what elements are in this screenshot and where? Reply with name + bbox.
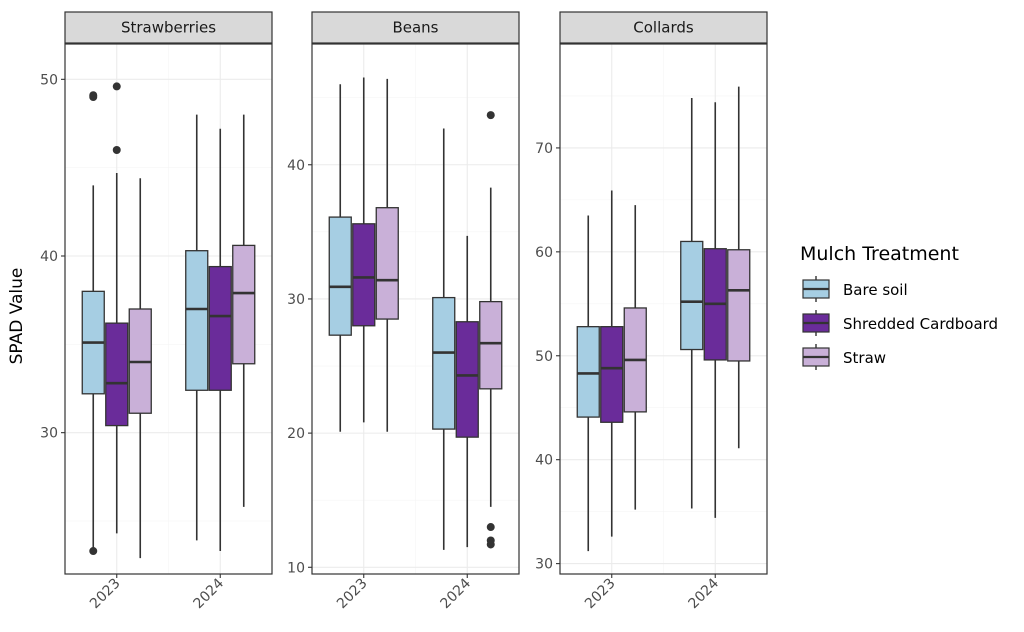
strip-background <box>311 11 520 44</box>
box-2023-shredded-cardboard <box>352 77 376 423</box>
y-tick-label: 50 <box>40 72 58 88</box>
box-iqr <box>479 300 503 390</box>
legend-item-straw: Straw <box>802 344 886 370</box>
outlier-point <box>112 146 121 154</box>
y-tick-label: 70 <box>535 141 553 157</box>
box-2023-shredded-cardboard <box>105 82 129 534</box>
legend-label: Shredded Cardboard <box>843 315 998 333</box>
box-2023-bare-soil <box>81 91 105 556</box>
box-2024-shredded-cardboard <box>208 128 232 552</box>
box-iqr <box>375 207 399 320</box>
box-iqr <box>185 250 209 391</box>
panel-strawberries: Strawberries 30 40 50 2023 2024 <box>40 11 273 613</box>
box-2024-shredded-cardboard <box>455 235 479 548</box>
x-tick-label-2023: 2023 <box>87 576 124 613</box>
box-iqr <box>680 240 704 351</box>
x-tick-label-2024: 2024 <box>438 575 475 612</box>
facet-panels: Strawberries 30 40 50 2023 2024 Beans 10 20 30 40 2… <box>40 11 768 613</box>
box-2024-straw <box>727 86 751 449</box>
x-tick-label-2023: 2023 <box>334 576 371 613</box>
x-tick-label-2024: 2024 <box>191 575 228 612</box>
y-tick-label: 40 <box>40 249 58 265</box>
outlier-point <box>486 540 495 549</box>
box-2023-straw <box>623 205 647 510</box>
y-tick-label: 30 <box>287 292 305 308</box>
box-iqr <box>328 216 352 336</box>
legend-label: Straw <box>843 349 886 367</box>
legend-item-bare-soil: Bare soil <box>802 276 908 302</box>
box-2024-bare-soil <box>432 128 456 550</box>
legend-label: Bare soil <box>843 281 908 299</box>
strip-label-collards: Collards <box>633 19 694 37</box>
panel-border <box>311 43 520 575</box>
box-2024-straw <box>479 111 503 549</box>
x-tick-label-2024: 2024 <box>686 575 723 612</box>
box-iqr <box>432 296 456 430</box>
strip-label-beans: Beans <box>392 19 438 37</box>
outlier-point <box>112 82 121 91</box>
box-2024-bare-soil <box>680 98 704 509</box>
legend-item-shredded-cardboard: Shredded Cardboard <box>802 310 998 336</box>
box-iqr <box>727 249 751 362</box>
y-tick-label: 30 <box>535 557 553 573</box>
box-2023-shredded-cardboard <box>600 190 624 537</box>
outlier-point <box>486 523 495 532</box>
legend-title: Mulch Treatment <box>800 243 959 265</box>
panel-border <box>64 43 273 575</box>
box-2024-bare-soil <box>185 114 209 541</box>
strip-background <box>64 11 273 44</box>
y-tick-label: 60 <box>535 245 553 261</box>
y-tick-label: 30 <box>40 426 58 442</box>
outlier-point <box>486 111 495 120</box>
box-2023-bare-soil <box>576 215 600 552</box>
box-2023-straw <box>375 78 399 432</box>
box-iqr <box>455 321 479 438</box>
box-2024-straw <box>232 114 256 507</box>
strip-background <box>559 11 768 44</box>
box-2023-bare-soil <box>328 84 352 432</box>
y-axis-title: SPAD Value <box>7 268 27 365</box>
panel-border <box>559 43 768 575</box>
box-iqr <box>600 326 624 423</box>
y-tick-label: 40 <box>535 453 553 469</box>
outlier-point <box>89 547 98 556</box>
box-2024-shredded-cardboard <box>703 102 727 518</box>
strip-label-strawberries: Strawberries <box>121 19 216 37</box>
box-iqr <box>208 265 232 391</box>
y-tick-label: 20 <box>287 426 305 442</box>
panel-collards: Collards 30 40 50 60 70 2023 2024 <box>535 11 768 613</box>
box-iqr <box>576 326 600 418</box>
box-iqr <box>105 322 129 427</box>
legend: Mulch Treatment Bare soil Shredded Cardbo… <box>800 243 998 370</box>
outlier-point <box>89 91 98 100</box>
box-iqr <box>352 223 376 327</box>
y-tick-label: 10 <box>287 560 305 576</box>
x-tick-label-2023: 2023 <box>582 576 619 613</box>
y-tick-label: 40 <box>287 158 305 174</box>
y-tick-label: 50 <box>535 349 553 365</box>
box-2023-straw <box>128 178 152 559</box>
panel-beans: Beans 10 20 30 40 2023 2024 <box>287 11 520 613</box>
box-iqr <box>232 244 256 365</box>
